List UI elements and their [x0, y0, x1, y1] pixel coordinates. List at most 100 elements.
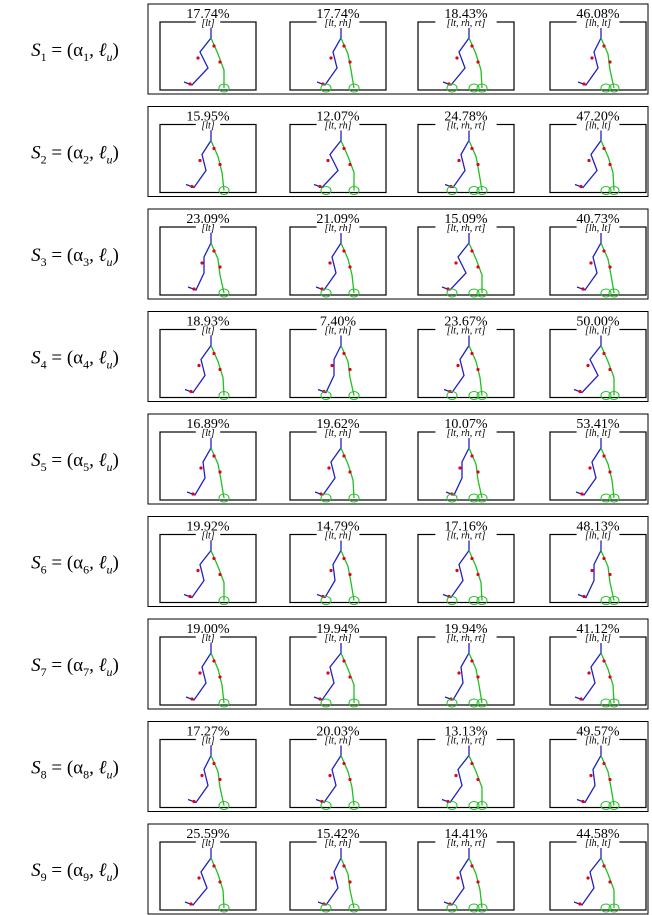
- contact: [446, 903, 458, 913]
- cell-box: [289, 636, 387, 706]
- joint: [212, 761, 216, 766]
- joint: [582, 594, 586, 599]
- joint: [342, 556, 346, 561]
- label-part: u: [107, 358, 113, 372]
- tag-bg: [576, 840, 620, 846]
- contact: [600, 493, 612, 503]
- joint: [212, 249, 216, 253]
- joint: [342, 44, 346, 48]
- label-part: ): [113, 860, 119, 881]
- joint: [199, 466, 203, 470]
- percent: 44.58%: [576, 827, 620, 842]
- cell-box: [289, 328, 387, 399]
- label-part: 9: [83, 870, 89, 884]
- contact: [608, 903, 620, 913]
- cell-box: [289, 738, 387, 809]
- tag-bg: [435, 327, 497, 334]
- cell-box: [159, 21, 257, 91]
- joint: [589, 261, 593, 265]
- joint: [329, 568, 333, 573]
- contact: [320, 83, 332, 93]
- joint: [190, 697, 194, 701]
- joint: [348, 60, 352, 64]
- contact: [218, 288, 230, 298]
- row-label: S7 = (α7, ℓu): [31, 655, 119, 679]
- joint: [212, 556, 216, 561]
- contact: [600, 288, 612, 298]
- limb-blue: [187, 233, 212, 291]
- joint: [602, 146, 606, 151]
- contact: [476, 83, 488, 93]
- percent: 40.73%: [576, 212, 620, 227]
- label-part: 6: [41, 563, 47, 577]
- label-part: 2: [83, 153, 89, 167]
- tag-bg: [316, 327, 360, 334]
- contact: [348, 493, 360, 503]
- joint: [342, 146, 346, 151]
- label-part: u: [107, 665, 113, 679]
- percent: 15.09%: [444, 212, 488, 227]
- joint: [197, 363, 201, 368]
- tag-bg: [435, 840, 497, 846]
- contact: [446, 288, 458, 298]
- joint: [191, 492, 195, 496]
- label-part: , ℓ: [89, 245, 107, 266]
- row-panel: [147, 721, 649, 812]
- label-part: , ℓ: [89, 553, 107, 574]
- percent: 17.16%: [444, 520, 488, 535]
- contact: [476, 903, 488, 913]
- limb-blue: [444, 643, 470, 701]
- joint: [476, 367, 480, 372]
- limb-blue: [315, 745, 342, 804]
- tag-bg: [435, 225, 497, 231]
- joint: [456, 363, 460, 368]
- tag-bg: [195, 840, 221, 846]
- joint: [578, 902, 582, 906]
- joint: [470, 351, 474, 356]
- tag-bg: [435, 737, 497, 744]
- label-part: S: [31, 758, 41, 779]
- joint: [319, 492, 323, 496]
- tag-bg: [576, 737, 620, 744]
- percent: 19.00%: [186, 622, 230, 637]
- contact: [218, 391, 230, 400]
- label-part: = (α: [47, 143, 84, 164]
- joint: [457, 158, 461, 163]
- label-part: ): [113, 655, 119, 676]
- cell-box: [417, 841, 515, 911]
- contact: [348, 391, 360, 400]
- label-part: u: [107, 255, 113, 269]
- tag: [lt, rh]: [324, 18, 351, 29]
- percent: 16.89%: [186, 417, 230, 432]
- tag: [lt]: [201, 736, 214, 747]
- limb-blue: [186, 438, 212, 496]
- joint: [590, 568, 594, 573]
- label-part: = (α: [47, 245, 84, 266]
- joint: [608, 265, 612, 269]
- contact: [468, 391, 480, 400]
- limb-blue: [442, 28, 470, 86]
- contact: [218, 186, 230, 195]
- tag: [lt, rh]: [324, 428, 351, 439]
- joint: [342, 249, 346, 253]
- joint: [608, 367, 612, 372]
- label-part: = (α: [47, 860, 84, 881]
- contact: [348, 903, 360, 913]
- label-part: ): [113, 40, 119, 61]
- limb-blue: [317, 335, 342, 394]
- joint: [218, 60, 222, 64]
- limb-blue: [314, 438, 342, 496]
- tag-bg: [435, 20, 497, 26]
- contact: [608, 83, 620, 93]
- tag-bg: [316, 737, 360, 744]
- limb-blue: [187, 745, 212, 804]
- joint: [328, 773, 332, 778]
- percent: 18.93%: [186, 315, 230, 330]
- joint: [602, 761, 606, 766]
- joint: [330, 876, 334, 880]
- contact: [608, 493, 620, 503]
- tag-bg: [576, 327, 620, 334]
- tag: [lh, lt]: [585, 428, 611, 439]
- limb-blue: [442, 540, 470, 599]
- label-part: 7: [83, 665, 89, 679]
